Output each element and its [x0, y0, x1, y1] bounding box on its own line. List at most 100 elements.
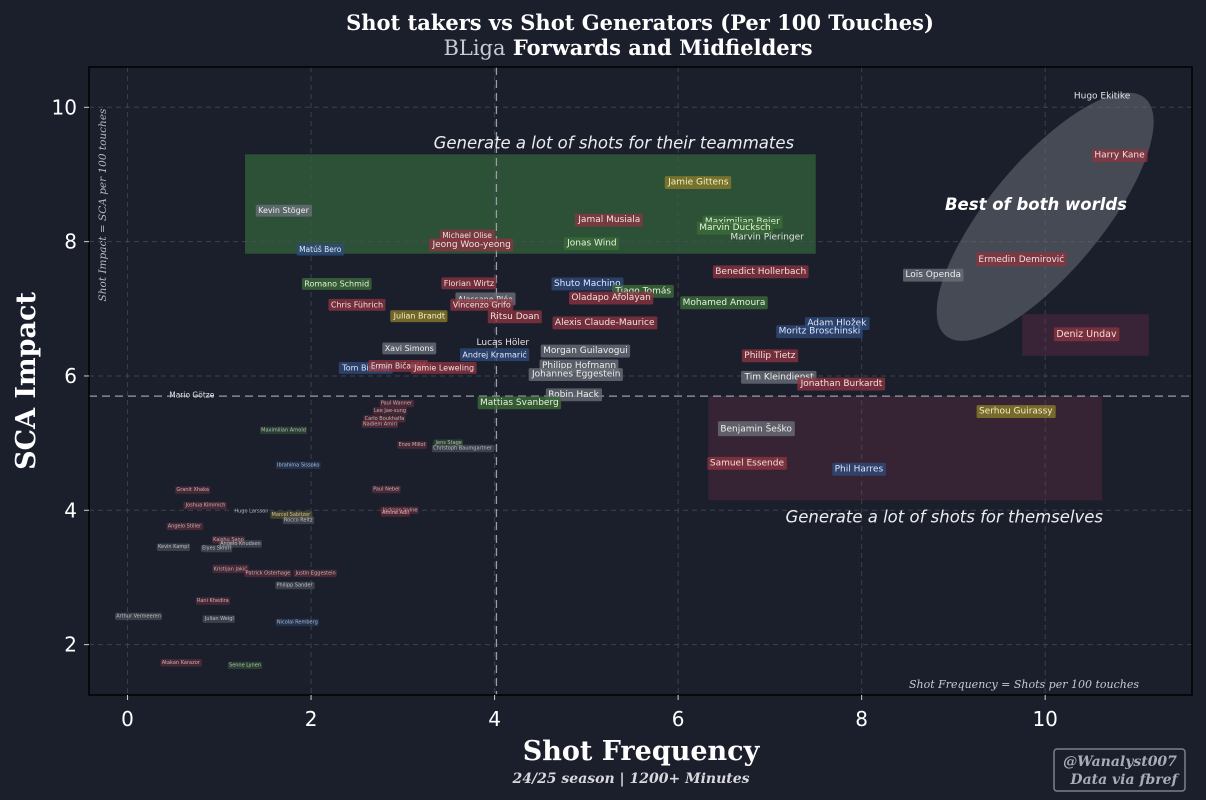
- player-tag: [372, 407, 408, 415]
- player-tag: [717, 421, 795, 437]
- player-label: Jackson Irvine: [382, 507, 418, 513]
- player-label: Julian Brandt: [393, 312, 445, 321]
- credit-source: Data via fbref: [1069, 772, 1180, 788]
- player-point: Alexis Claude-Maurice: [552, 316, 658, 330]
- player-label: Ibrahima Sissoko: [277, 462, 319, 468]
- player-tag: [244, 569, 292, 578]
- player-label: Jonathan Burkardt: [800, 379, 883, 389]
- y-tick-label: 4: [64, 498, 77, 522]
- player-tag: [275, 461, 321, 470]
- player-point: Johannes Eggestein: [528, 368, 623, 382]
- player-label: Samuel Essende: [710, 458, 785, 468]
- player-point: Elyes Skhiri: [200, 544, 233, 553]
- player-point: Jackson Irvine: [380, 506, 419, 515]
- player-point: Jonas Wind: [563, 237, 620, 251]
- player-label: Philipp Hofmann: [542, 361, 616, 371]
- player-point: Harry Kane: [1091, 149, 1148, 163]
- player-point: Benjamin Šeško: [717, 421, 795, 437]
- player-label: Rocco Reitz: [284, 517, 313, 523]
- player-point: Ermedin Demirović: [975, 252, 1067, 267]
- annotation-text: Generate a lot of shots for themselves: [785, 508, 1103, 527]
- player-point: Jamal Musiala: [574, 213, 643, 227]
- player-point: Moritz Broschinski: [776, 325, 863, 339]
- player-tag: [380, 509, 411, 517]
- player-label: Benjamin Šeško: [720, 423, 792, 435]
- player-tag: [1091, 149, 1148, 163]
- player-label: Rani Khedira: [197, 598, 229, 604]
- annotation-layer: Generate a lot of shots for their teamma…: [434, 133, 1128, 526]
- player-label: Kevin Stöger: [258, 206, 309, 215]
- player-tag: [429, 238, 514, 252]
- player-label: Xavi Simons: [385, 344, 434, 353]
- player-label: Joshua Kimmich: [185, 503, 226, 509]
- player-point: Angelo Knudsen: [218, 540, 262, 548]
- player-label: Benedict Hollerbach: [715, 267, 806, 277]
- player-point: Benedict Hollerbach: [712, 265, 809, 279]
- player-label: Enzo Millot: [398, 442, 425, 448]
- player-point: Hugo Larsson: [234, 509, 268, 515]
- player-point: Kevin Kampl: [156, 543, 191, 551]
- player-point: Florian Wirtz: [441, 277, 497, 290]
- player-label: Paul Nebel: [373, 486, 399, 492]
- player-tag: [160, 659, 202, 667]
- player-label: Justin Eggestein: [295, 570, 336, 576]
- player-label: Lucas Höler: [477, 338, 530, 348]
- player-tag: [487, 310, 542, 324]
- player-label: Jamal Musiala: [577, 215, 640, 225]
- player-point: Mario Götze: [169, 390, 214, 399]
- player-label: Tiago Tomás: [614, 286, 671, 296]
- player-point: Jonathan Burkardt: [797, 377, 886, 391]
- player-label: Christoph Baumgartner: [433, 446, 493, 452]
- player-point: Lucas Höler: [477, 338, 530, 348]
- player-label: Michael Olise: [442, 231, 492, 240]
- player-label: Tom Bischof: [341, 363, 390, 372]
- subtitle-league: BLiga: [443, 36, 505, 60]
- player-point: Andrej Kramarić: [459, 348, 530, 362]
- plot-frame: [88, 66, 1193, 696]
- player-point: Christoph Baumgartner: [431, 444, 494, 453]
- player-label: Carlo Boukhalfa: [365, 416, 405, 422]
- player-tag: [390, 310, 448, 323]
- player-point: Angelo Stiller: [166, 522, 204, 531]
- player-label: Julian Weigl: [204, 616, 234, 622]
- player-point: Senne Lynen: [227, 661, 263, 670]
- player-label: Florian Wirtz: [444, 279, 494, 288]
- chart-title: Shot takers vs Shot Generators (Per 100 …: [346, 10, 934, 35]
- player-point: Carlo Boukhalfa: [363, 415, 406, 423]
- player-tag: [301, 278, 372, 290]
- player-label: Mattias Svanberg: [480, 398, 559, 408]
- player-tag: [296, 243, 345, 256]
- player-label: Atakan Karazor: [162, 660, 201, 666]
- player-point: Enzo Millot: [397, 441, 427, 449]
- player-point: Hugo Ekitike: [1074, 92, 1131, 102]
- player-point: Shuto Machino: [551, 277, 624, 291]
- player-tag: [270, 511, 313, 519]
- player-label: Deniz Undav: [1056, 329, 1117, 340]
- player-tag: [441, 277, 497, 290]
- player-label: Angelo Knudsen: [220, 541, 261, 547]
- player-label: Angelo Stiller: [168, 523, 202, 529]
- player-point: Granit Xhaka: [175, 486, 211, 494]
- y-tick-label: 2: [64, 633, 77, 657]
- annotation-text: Generate a lot of shots for their teamma…: [434, 133, 795, 152]
- player-point: Lee Jae-sung: [372, 407, 408, 415]
- player-tag: [166, 522, 204, 531]
- x-axis-label: Shot Frequency: [523, 736, 761, 767]
- player-tag: [371, 485, 401, 494]
- y-tick-label: 8: [64, 230, 77, 254]
- x-tick-label: 4: [488, 707, 501, 731]
- player-point: Maximilian Arnold: [259, 426, 308, 435]
- player-tag: [528, 368, 623, 382]
- player-tag: [156, 543, 191, 551]
- player-point: Rani Khedira: [195, 597, 230, 605]
- player-point: Serhou Guirassy: [976, 405, 1056, 419]
- player-tag: [212, 564, 249, 574]
- x-definition-note: Shot Frequency = Shots per 100 touches: [909, 678, 1139, 691]
- player-tag: [183, 501, 227, 510]
- player-tag: [382, 342, 437, 355]
- credit-handle: @Wanalyst007: [1063, 754, 1177, 770]
- player-label: Hugo Ekitike: [1074, 92, 1131, 102]
- player-point: Jens Stage: [433, 439, 464, 447]
- player-tag: [259, 426, 308, 435]
- player-point: Mattias Svanberg: [477, 396, 562, 410]
